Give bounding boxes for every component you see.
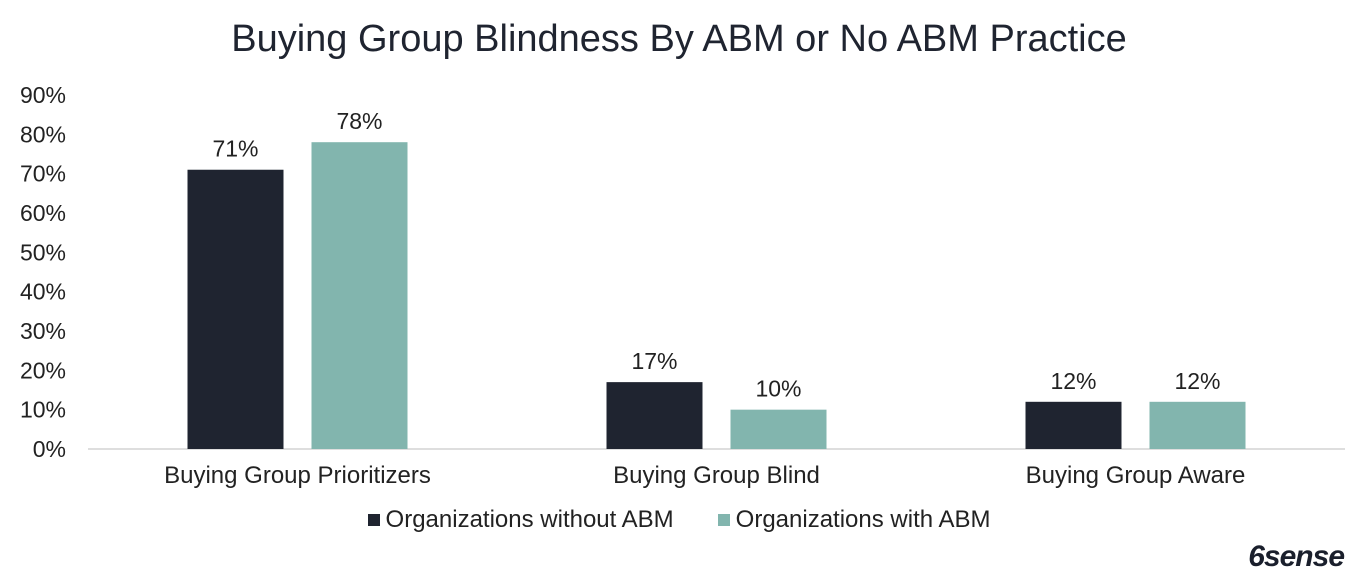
y-tick-label: 0%	[33, 436, 66, 462]
legend-swatch-without-abm	[367, 514, 380, 526]
bar-with-abm	[730, 409, 827, 449]
chart-title: Buying Group Blindness By ABM or No ABM …	[231, 18, 1127, 60]
y-tick-label: 30%	[20, 318, 66, 344]
chart-legend: Organizations without ABM Organizations …	[0, 506, 1358, 534]
legend-label-without-abm: Organizations without ABM	[385, 506, 674, 533]
legend-label-with-abm: Organizations with ABM	[735, 506, 991, 533]
y-tick-label: 20%	[20, 357, 66, 383]
legend-item-without-abm: Organizations without ABM	[367, 506, 674, 534]
data-label: 17%	[631, 348, 677, 374]
legend-item-with-abm: Organizations with ABM	[717, 506, 991, 534]
bar-without-abm	[1025, 401, 1122, 449]
y-tick-label: 60%	[20, 200, 66, 226]
y-tick-label: 90%	[20, 82, 66, 108]
y-tick-label: 80%	[20, 121, 66, 147]
x-category-label: Buying Group Prioritizers	[164, 462, 431, 489]
data-label: 12%	[1050, 368, 1096, 394]
bar-with-abm	[311, 142, 408, 449]
bar-without-abm	[187, 169, 284, 449]
data-label: 71%	[212, 136, 258, 162]
data-label: 10%	[755, 376, 801, 402]
data-label: 12%	[1174, 368, 1220, 394]
legend-swatch-with-abm	[717, 514, 730, 526]
y-tick-label: 50%	[20, 239, 66, 265]
bar-with-abm	[1149, 401, 1246, 449]
x-category-label: Buying Group Blind	[613, 462, 820, 489]
y-tick-label: 40%	[20, 279, 66, 305]
data-label: 78%	[336, 108, 382, 134]
brand-logo: 6sense	[1248, 540, 1345, 573]
bar-without-abm	[606, 382, 703, 449]
y-tick-label: 70%	[20, 161, 66, 187]
x-category-label: Buying Group Aware	[1026, 462, 1246, 489]
y-tick-label: 10%	[20, 397, 66, 423]
